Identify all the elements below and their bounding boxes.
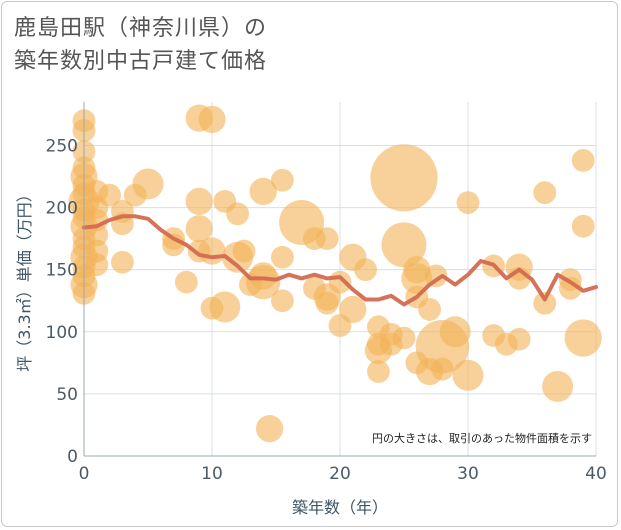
x-axis-title: 築年数（年）: [292, 498, 388, 517]
x-tick-label: 40: [585, 464, 607, 484]
x-tick-label: 10: [201, 464, 223, 484]
bubble-point: [456, 191, 480, 215]
chart-title: 鹿島田駅（神奈川県）の 築年数別中古戸建て価格: [14, 12, 267, 78]
y-tick-label: 150: [46, 261, 78, 281]
y-tick-label: 200: [46, 199, 78, 219]
bubble-point: [255, 415, 284, 443]
x-tick-label: 30: [457, 464, 479, 484]
bubble-point: [507, 327, 531, 351]
y-tick-label: 100: [46, 323, 78, 343]
bubble-point: [98, 183, 121, 207]
bubble-point: [533, 181, 557, 205]
bubble-point: [315, 227, 339, 251]
chart-title-line-1: 鹿島田駅（神奈川県）の: [14, 16, 268, 41]
bubble-point: [200, 296, 224, 320]
bubble-point: [418, 298, 441, 321]
bubble-point: [439, 316, 471, 348]
y-tick-label: 0: [67, 447, 78, 467]
bubble-point: [185, 215, 213, 243]
x-tick-label: 20: [329, 464, 351, 484]
x-tick-label: 0: [79, 464, 90, 484]
bubble-point: [405, 351, 429, 375]
bubble-point: [381, 222, 427, 268]
bubble-point: [431, 357, 454, 381]
bubble-point: [367, 360, 390, 383]
bubble-point: [533, 291, 557, 315]
bubble-point: [123, 183, 147, 207]
bubble-size-note: 円の大きさは、取引のあった物件面積を示す: [372, 431, 592, 445]
bubble-point: [232, 239, 256, 263]
bubble-point: [111, 250, 134, 274]
bubble-point: [424, 264, 448, 288]
bubble-point: [571, 214, 595, 238]
bubble-point: [85, 253, 109, 277]
y-axis-title: 坪（3.3㎡）単価（万円）: [15, 186, 34, 371]
bubble-point: [198, 105, 226, 134]
bubble-point: [403, 256, 431, 284]
bubble-point: [85, 223, 109, 247]
bubble-point: [226, 202, 249, 226]
bubble-point: [271, 289, 294, 313]
bubble-point: [249, 177, 277, 206]
trend-line: [82, 214, 598, 307]
bubble-point: [542, 370, 574, 402]
bubble-point: [185, 187, 213, 215]
bubble-point: [328, 314, 352, 337]
bubble-point: [175, 270, 198, 294]
y-tick-label: 50: [56, 385, 78, 405]
chart-title-line-2: 築年数別中古戸建て価格: [14, 49, 268, 74]
bubble-point: [370, 144, 438, 212]
bubble-point: [315, 291, 339, 315]
bubble-point: [571, 148, 595, 172]
bubble-point: [271, 168, 294, 192]
bubble-point: [392, 326, 416, 350]
bubble-point: [564, 319, 602, 357]
bubble-point: [303, 276, 326, 300]
y-tick-label: 250: [46, 136, 78, 156]
bubble-point: [559, 276, 582, 300]
bubble-point: [271, 245, 294, 269]
bubble-point: [354, 258, 377, 282]
bubble-point: [452, 359, 484, 391]
